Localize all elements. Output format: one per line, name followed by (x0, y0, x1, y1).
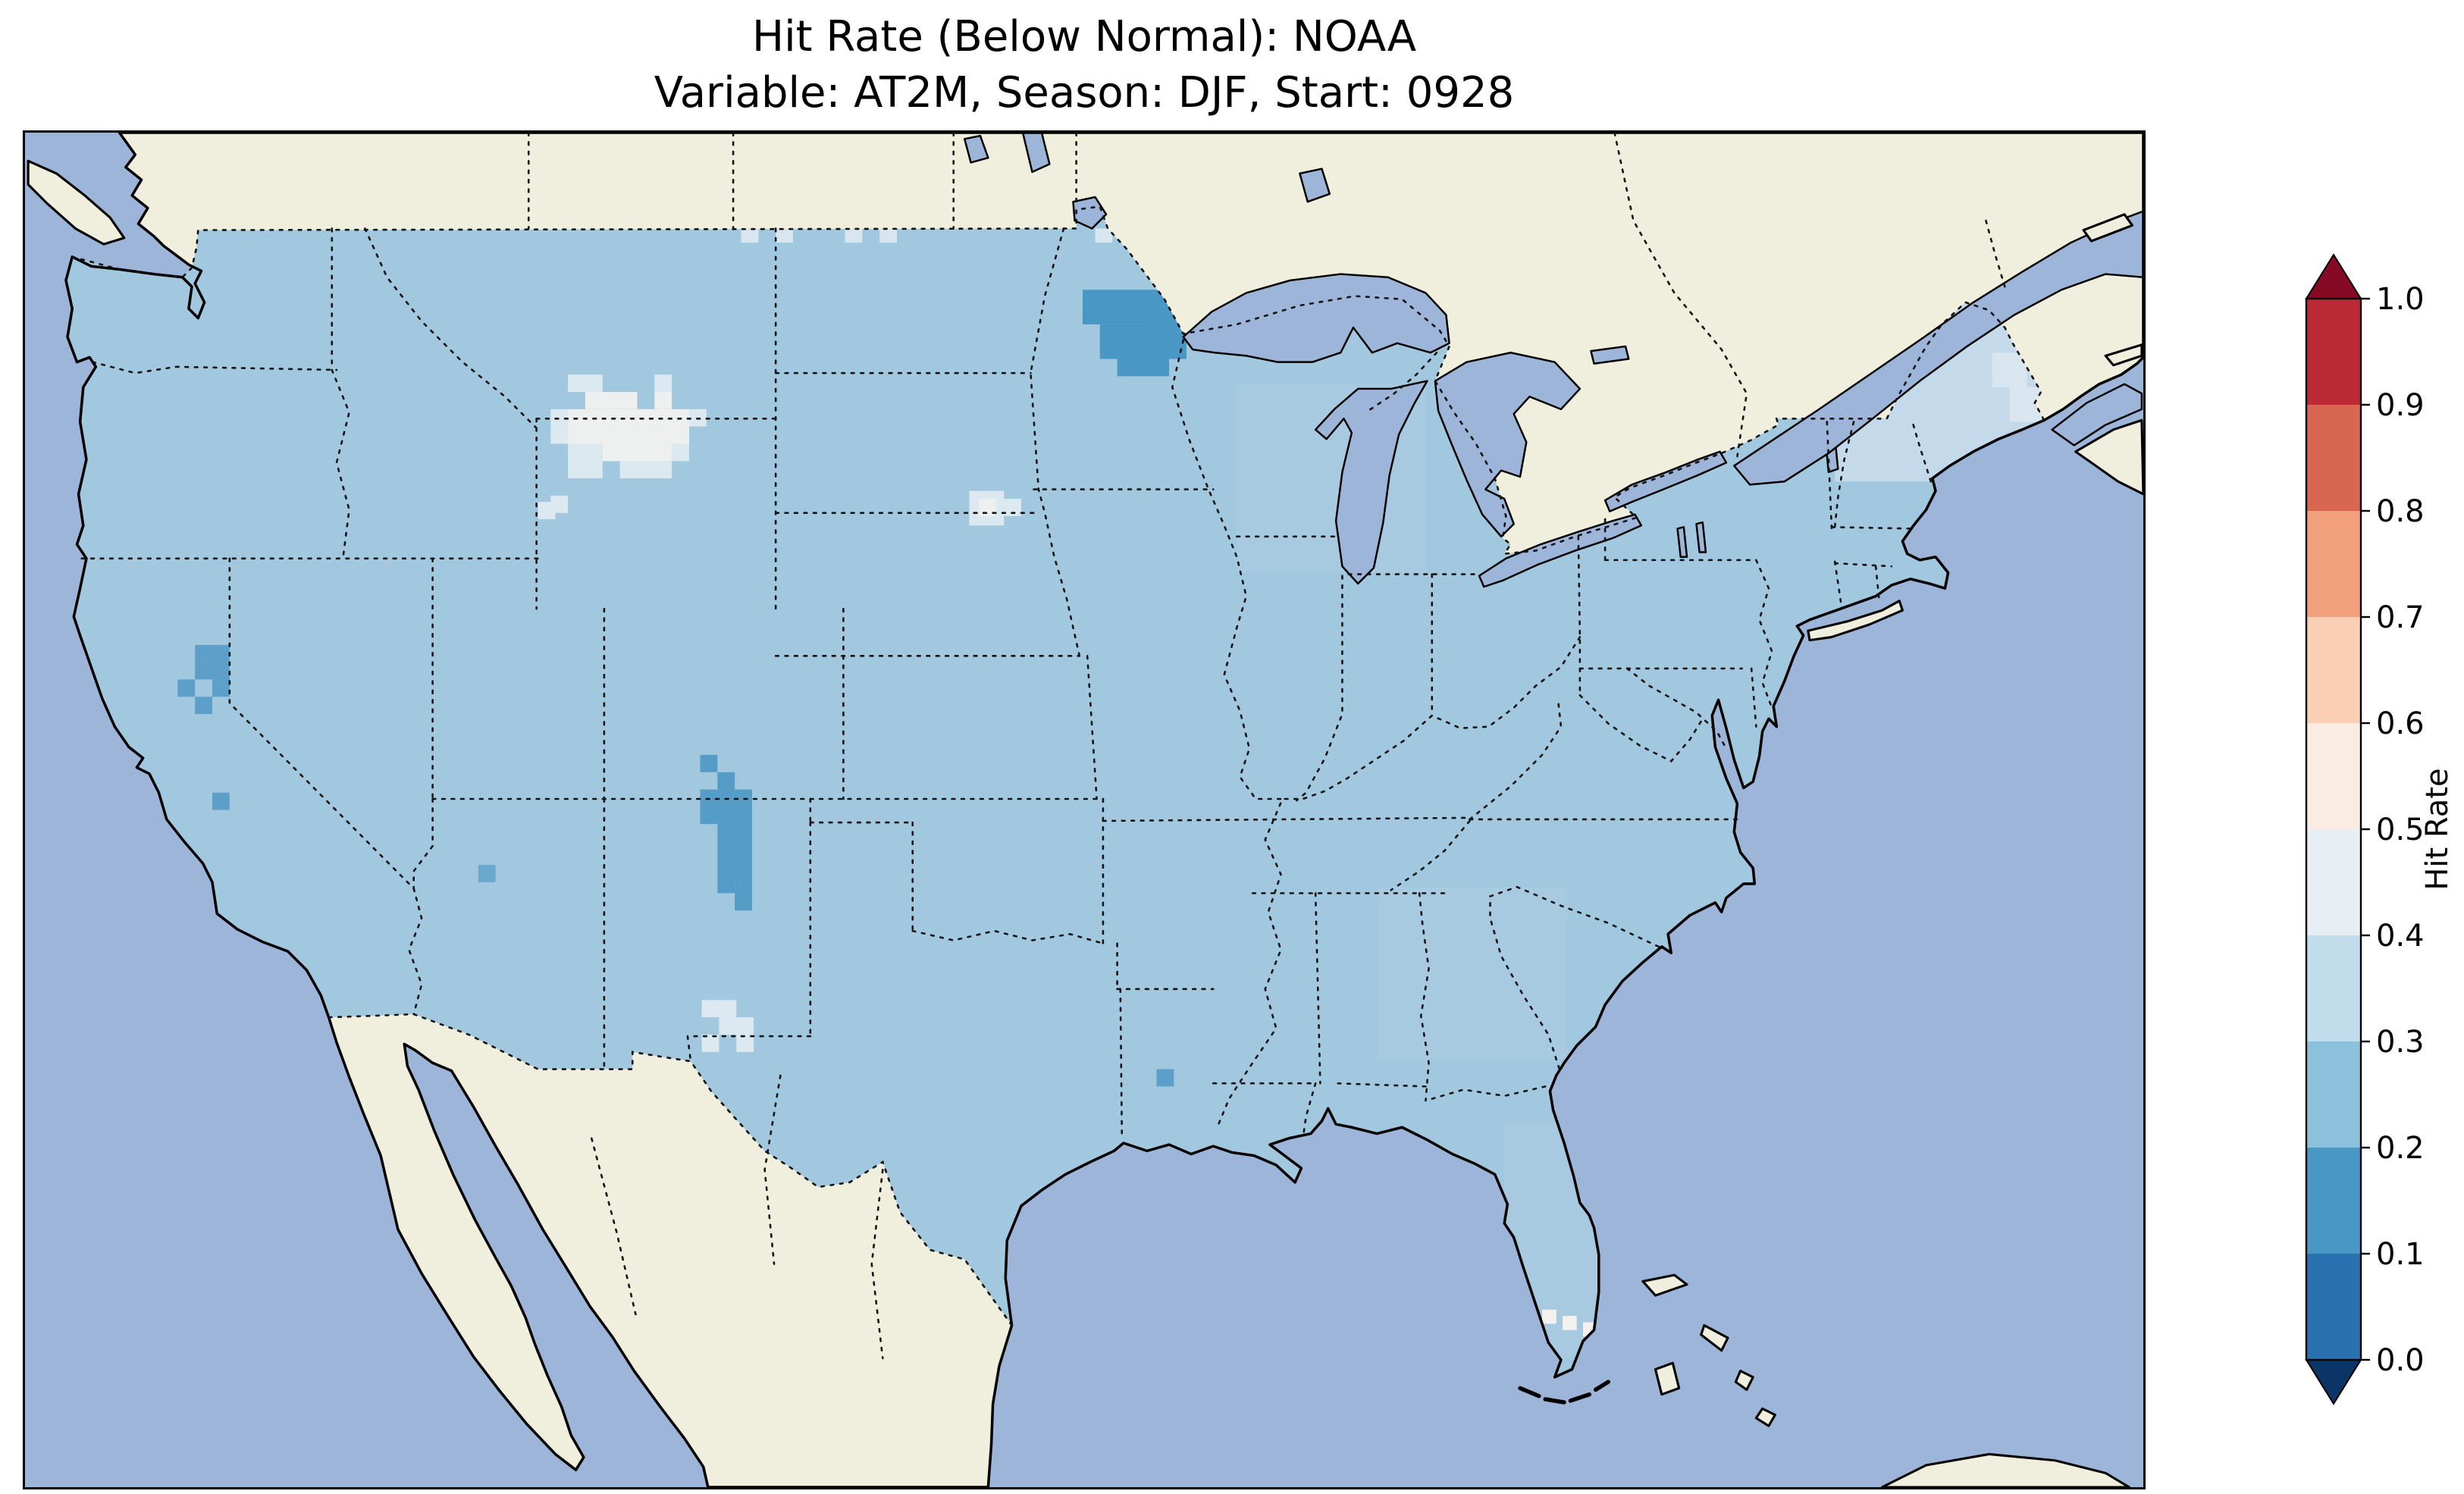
lake-nipigon (1299, 168, 1331, 203)
bahamas-cay-1 (1734, 1370, 1754, 1392)
lake-of-the-woods (1072, 196, 1108, 230)
colorbar-axis-label: Hit Rate (2420, 768, 2455, 890)
map-axes (23, 130, 2146, 1489)
lake-nipissing (1590, 345, 1630, 365)
cuba (1880, 1452, 2130, 1487)
florida-keys (1518, 1380, 1610, 1405)
colorbar-extend-above (2305, 253, 2362, 299)
bahamas-andros (1654, 1361, 1681, 1396)
finger-lake-1 (1676, 526, 1688, 558)
colorbar: 1.0 0.9 0.8 0.7 0.6 0.5 0.4 0.3 0.2 0.1 … (2291, 250, 2464, 1463)
patch-south-dakota-white (978, 499, 996, 516)
bahamas-eleuthera (1700, 1323, 1729, 1352)
canada-province-borders (527, 133, 2006, 458)
long-island (1807, 600, 1904, 642)
tick-label-0.4: 0.4 (2376, 919, 2425, 954)
tick-label-0.7: 0.7 (2376, 600, 2425, 635)
lake-erie (1478, 513, 1643, 588)
atlantic-canada-land (2074, 213, 2143, 496)
colorbar-seg-0.5-0.6 (2306, 723, 2361, 829)
st-lawrence-river (1733, 210, 2143, 486)
colorbar-seg-0.1-0.2 (2306, 1148, 2361, 1254)
colorbar-seg-0.3-0.4 (2306, 935, 2361, 1041)
tick-label-0.8: 0.8 (2376, 494, 2425, 529)
colorbar-ticks (2361, 297, 2370, 1361)
lake-winnipeg (1021, 133, 1051, 174)
tick-label-0.9: 0.9 (2376, 388, 2425, 423)
lake-huron (1434, 351, 1582, 538)
colorbar-seg-0.6-0.7 (2306, 617, 2361, 723)
patch-new-mexico-rockies (700, 754, 753, 911)
lake-manitoba (963, 134, 989, 164)
patch-wyoming-fringe (538, 374, 707, 519)
vancouver-island (27, 159, 126, 246)
conus-hit-rate-map (25, 133, 2143, 1487)
tick-label-0.2: 0.2 (2376, 1131, 2425, 1166)
state-borders (80, 227, 1933, 1140)
islands (27, 159, 2130, 1487)
patch-sierra-california (177, 644, 230, 810)
tick-label-1.0: 1.0 (2376, 282, 2425, 317)
colorbar-seg-0.4-0.5 (2306, 829, 2361, 935)
bahamas-grand (1641, 1273, 1688, 1297)
colorbar-seg-0.0-0.1 (2306, 1254, 2361, 1360)
prince-edward-island (2104, 343, 2143, 367)
tick-label-0.3: 0.3 (2376, 1025, 2425, 1060)
tick-label-0.1: 0.1 (2376, 1237, 2425, 1272)
finger-lake-2 (1695, 521, 1707, 553)
colorbar-seg-0.7-0.8 (2306, 511, 2361, 617)
patch-north-border-cells (741, 228, 1113, 243)
lake-ontario (1603, 450, 1728, 512)
anticosti-island (2082, 213, 2134, 243)
lake-superior (1182, 273, 1450, 363)
patch-louisiana-cell (1156, 1069, 1174, 1087)
colorbar-seg-0.8-0.9 (2306, 405, 2361, 511)
colorbar-extend-below (2305, 1359, 2362, 1405)
tick-label-0.5: 0.5 (2376, 813, 2425, 847)
colorbar-svg: 1.0 0.9 0.8 0.7 0.6 0.5 0.4 0.3 0.2 0.1 … (2305, 253, 2455, 1405)
chart-title: Hit Rate (Below Normal): NOAA (751, 12, 1417, 61)
colorbar-seg-0.9-1.0 (2306, 299, 2361, 405)
mexico-state-borders (590, 1074, 884, 1360)
chart-subtitle: Variable: AT2M, Season: DJF, Start: 0928 (654, 68, 1515, 117)
nova-scotia (2074, 418, 2143, 496)
lake-michigan (1314, 380, 1428, 585)
bahamas-cay-2 (1754, 1407, 1776, 1427)
patch-wyoming-white (568, 392, 689, 462)
patch-new-mexico-cell (478, 865, 496, 882)
colorbar-seg-0.2-0.3 (2306, 1041, 2361, 1148)
mexico-border (328, 1013, 1013, 1326)
tick-label-0.0: 0.0 (2376, 1343, 2425, 1378)
patch-west-texas-pale (701, 1000, 754, 1052)
bay-of-fundy (2051, 383, 2143, 446)
tick-label-0.6: 0.6 (2376, 706, 2425, 741)
lakes-and-inland-water (963, 133, 2143, 588)
colorbar-tick-labels: 1.0 0.9 0.8 0.7 0.6 0.5 0.4 0.3 0.2 0.1 … (2376, 282, 2425, 1378)
